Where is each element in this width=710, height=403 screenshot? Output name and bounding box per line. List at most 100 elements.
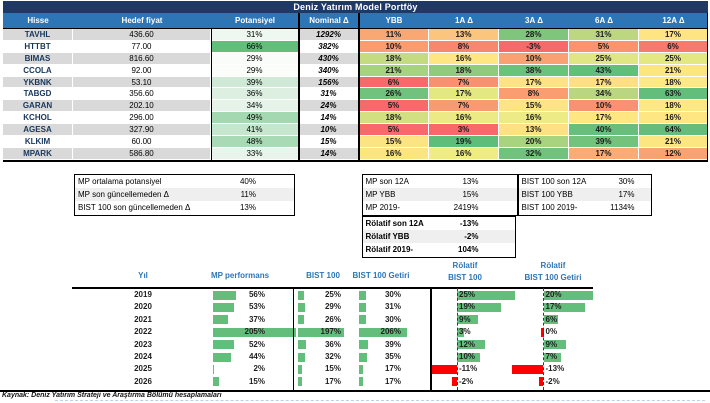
cell-heat-2: 13% xyxy=(499,124,569,137)
cell-hedef-fiyat: 92.00 xyxy=(73,64,211,77)
cell-potansiyel: 34% xyxy=(211,100,299,113)
divider xyxy=(298,13,300,160)
cell-potansiyel: 31% xyxy=(211,29,299,41)
perf-year: 2020 xyxy=(134,302,152,312)
cell-heat-0: 18% xyxy=(359,112,429,125)
bist-getiri-value: 206% xyxy=(380,327,401,337)
summary-value: 104% xyxy=(458,244,479,254)
cell-nominal: 340% xyxy=(299,64,359,77)
summary-box-mp-potential: MP ortalama potansiyel 40% MP son güncelle… xyxy=(74,173,295,216)
cell-hisse: GARAN xyxy=(3,100,73,113)
rolatif-bar xyxy=(457,327,464,337)
cell-heat-0: 10% xyxy=(359,40,429,53)
summary-row: MP ortalama potansiyel 40% xyxy=(75,175,294,188)
table-header-row: Hisse Hedef fiyat Potansiyel Nominal Δ Y… xyxy=(3,13,708,29)
cell-heat-1: 7% xyxy=(429,76,499,89)
bist-getiri-value: 39% xyxy=(384,339,401,349)
perf-year: 2024 xyxy=(134,352,152,361)
bist-getiri-value: 35% xyxy=(384,352,401,361)
rolatif-getiri-bar xyxy=(543,290,593,300)
cell-heat-2: 17% xyxy=(499,76,569,89)
perf-row: 2026 15% 17% 17% -2% -2% xyxy=(0,376,710,388)
rolatif-getiri-value: -2% xyxy=(545,376,560,386)
table-bottom-border xyxy=(3,159,708,162)
perf-header-rolatif-line2: BIST 100 xyxy=(448,273,482,282)
cell-nominal: 15% xyxy=(299,136,359,148)
rolatif-getiri-bar xyxy=(543,302,586,312)
cell-potansiyel: 48% xyxy=(211,136,299,148)
cell-heat-0: 6% xyxy=(359,76,429,89)
cell-nominal: 14% xyxy=(299,112,359,125)
cell-hisse: TAVHL xyxy=(3,29,73,41)
rolatif-getiri-bar xyxy=(511,364,544,374)
cell-nominal: 430% xyxy=(299,52,359,65)
mp-bar xyxy=(213,327,296,337)
mp-bar xyxy=(213,352,231,362)
cell-heat-3: 31% xyxy=(569,29,639,41)
bist-bar xyxy=(298,352,306,362)
cell-hisse: CCOLA xyxy=(3,64,73,77)
rolatif-bar xyxy=(457,340,485,350)
summary-row: Rölatif YBB -2% xyxy=(362,229,515,243)
mp-bar xyxy=(213,315,228,325)
header-6a: 6A Δ xyxy=(595,16,613,25)
summary-label: MP 2019- xyxy=(365,202,401,212)
rolatif-getiri-zero-axis xyxy=(543,288,544,390)
perf-row: 2024 44% 32% 35% 10% 7% xyxy=(0,351,710,363)
cell-heat-3: 10% xyxy=(569,100,639,113)
summary-row: MP YBB 15% xyxy=(362,187,517,201)
summary-value: 17% xyxy=(618,189,635,199)
summary-label: MP son güncellemeden Δ xyxy=(78,189,170,199)
bist-bar xyxy=(298,315,305,325)
cell-heat-2: 38% xyxy=(499,64,569,77)
cell-hisse: AGESA xyxy=(3,124,73,137)
header-1a: 1A Δ xyxy=(455,16,473,25)
page-break-line xyxy=(55,400,705,401)
bist-value: 26% xyxy=(324,314,341,324)
summary-label: BIST 100 2019- xyxy=(521,202,578,212)
cell-hisse: MPARK xyxy=(3,147,73,160)
rolatif-getiri-value: 6% xyxy=(545,314,558,324)
divider xyxy=(358,13,360,160)
cell-hisse: KLKIM xyxy=(3,136,73,148)
perf-row: 2020 53% 29% 31% 19% 17% xyxy=(0,301,710,313)
summary-label: Rölatif 2019- xyxy=(365,244,414,254)
bist-value: 36% xyxy=(324,339,341,349)
summary-row: BIST 100 YBB 17% xyxy=(518,187,651,201)
cell-heat-1: 16% xyxy=(429,112,499,125)
bist-value: 29% xyxy=(324,302,341,312)
rolatif-getiri-value: 20% xyxy=(545,290,562,299)
perf-header-rolatif-line1: Rölatif xyxy=(452,261,478,270)
divider xyxy=(429,287,432,390)
cell-nominal: 382% xyxy=(299,40,359,53)
header-hedef-fiyat: Hedef fiyat xyxy=(121,16,163,25)
bist-getiri-bar xyxy=(359,315,366,325)
rolatif-bar xyxy=(452,377,457,387)
rolatif-getiri-bar xyxy=(543,340,566,350)
cell-heat-3: 43% xyxy=(569,64,639,77)
cell-potansiyel: 49% xyxy=(211,112,299,125)
perf-header-rolatif-getiri: Rölatif BIST 100 Getiri xyxy=(508,260,598,284)
cell-heat-4: 12% xyxy=(639,147,708,160)
summary-row: MP son 12A 13% xyxy=(363,175,517,188)
summary-box-mp: MP son 12A 13% MP YBB 15% MP 2019- 2419% xyxy=(361,173,518,216)
cell-hedef-fiyat: 327.90 xyxy=(73,124,211,137)
perf-header-mp: MP performans xyxy=(210,271,270,280)
summary-row: MP 2019- 2419% xyxy=(363,201,517,214)
cell-hisse: HTTBT xyxy=(3,40,73,53)
summary-row: MP son güncellemeden Δ 11% xyxy=(75,187,294,201)
header-12a: 12A Δ xyxy=(662,16,685,25)
bist-bar xyxy=(298,364,302,374)
bist-bar xyxy=(298,302,305,312)
cell-heat-1: 16% xyxy=(429,52,499,65)
summary-value: -2% xyxy=(464,231,479,241)
rolatif-bar xyxy=(457,290,516,300)
perf-header-rolatif-bist: Rölatif BIST 100 xyxy=(425,260,505,284)
cell-heat-4: 18% xyxy=(639,100,708,113)
bist-getiri-value: 17% xyxy=(384,376,401,386)
rolatif-value: 12% xyxy=(459,339,476,349)
cell-heat-2: 8% xyxy=(499,88,569,101)
perf-year: 2021 xyxy=(134,314,152,324)
rolatif-bar xyxy=(457,315,478,325)
rolatif-value: 10% xyxy=(459,352,476,361)
